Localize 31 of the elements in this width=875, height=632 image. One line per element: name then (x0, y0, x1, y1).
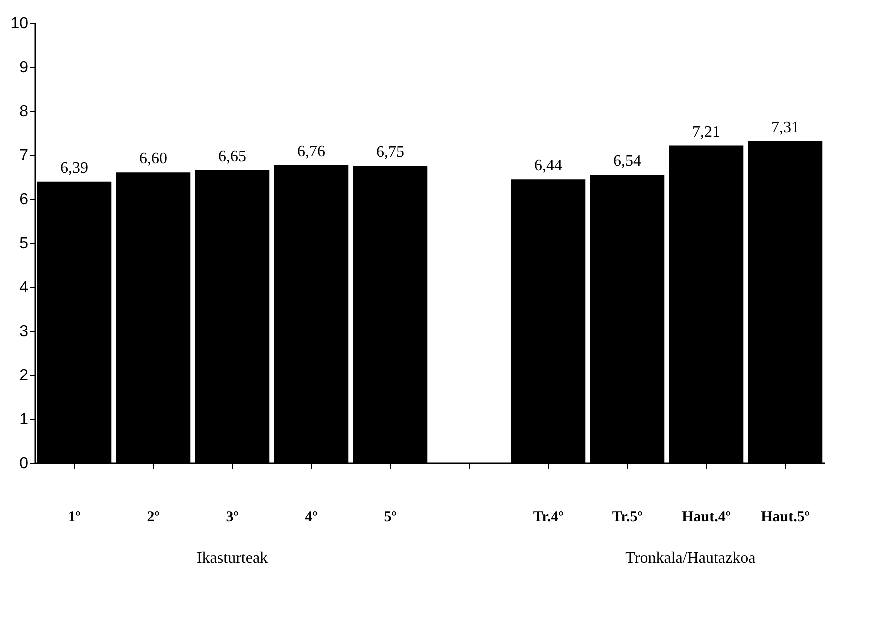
data-label: 6,39 (60, 160, 88, 177)
y-tick-label: 9 (20, 60, 29, 76)
y-tick-label: 10 (10, 16, 29, 32)
y-tick-label: 1 (20, 412, 29, 428)
y-tick-label: 3 (20, 324, 29, 340)
data-label: 7,31 (772, 119, 800, 136)
x-tick-label: 5º (384, 510, 397, 526)
y-tick-label: 6 (20, 192, 29, 208)
y-tick-label: 0 (20, 456, 29, 472)
y-tick-label: 7 (20, 148, 29, 164)
data-label: 6,75 (376, 144, 404, 161)
x-tick-label: 4º (305, 510, 318, 526)
x-tick-label: 3º (226, 510, 239, 526)
x-tick-label: 2º (147, 510, 160, 526)
data-label: 6,44 (534, 158, 562, 175)
data-label: 7,21 (692, 124, 720, 141)
y-tick-label: 2 (20, 368, 29, 384)
data-label: 6,76 (298, 144, 326, 161)
text: Tronkala/Hautazkoa (626, 550, 756, 567)
y-tick-label: 5 (20, 236, 29, 252)
x-tick-label: Haut.4º (682, 510, 731, 526)
x-tick-label: Tr.4º (533, 510, 564, 526)
text: Ikasturteak (196, 550, 268, 567)
y-tick-label: 4 (20, 280, 29, 296)
data-label: 6,54 (614, 153, 642, 170)
x-tick-label: Haut.5º (761, 510, 810, 526)
y-tick-label: 8 (20, 104, 29, 120)
x-tick-label: Tr.5º (612, 510, 643, 526)
data-label: 6,65 (218, 148, 246, 166)
data-label: 6,60 (140, 150, 168, 168)
x-tick-label: 1º (68, 510, 81, 526)
